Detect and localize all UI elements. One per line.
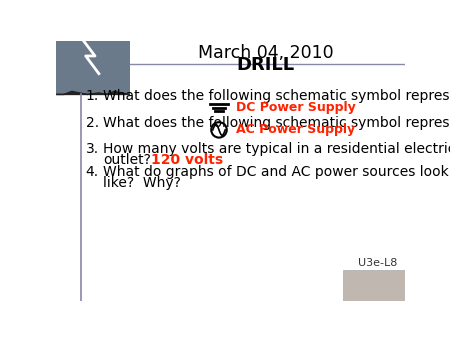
Text: AC Power Supply: AC Power Supply — [236, 123, 355, 136]
Text: What does the following schematic symbol represent?: What does the following schematic symbol… — [103, 116, 450, 130]
Polygon shape — [56, 91, 130, 94]
Text: How many volts are typical in a residential electrical: How many volts are typical in a resident… — [103, 142, 450, 156]
Text: What does the following schematic symbol represent?: What does the following schematic symbol… — [103, 89, 450, 103]
Bar — [56, 41, 130, 94]
Text: March 04, 2010: March 04, 2010 — [198, 44, 333, 63]
Text: 2.: 2. — [86, 116, 99, 130]
Text: like?  Why?: like? Why? — [103, 176, 180, 190]
Text: U3e-L8: U3e-L8 — [358, 259, 397, 268]
Text: 3.: 3. — [86, 142, 99, 156]
Text: DC Power Supply: DC Power Supply — [236, 101, 356, 114]
Text: 4.: 4. — [86, 165, 99, 179]
Bar — [343, 270, 405, 301]
Text: outlet?: outlet? — [103, 153, 151, 167]
Text: What do graphs of DC and AC power sources look: What do graphs of DC and AC power source… — [103, 165, 449, 179]
Text: 1.: 1. — [86, 89, 99, 103]
Text: 120 volts: 120 volts — [151, 153, 223, 167]
Text: DRILL: DRILL — [236, 56, 295, 74]
